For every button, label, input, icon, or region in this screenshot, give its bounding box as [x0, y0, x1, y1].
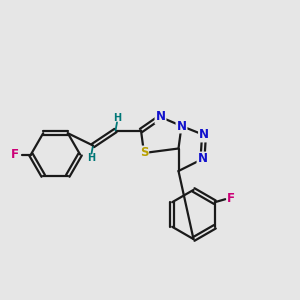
Text: N: N	[155, 110, 166, 124]
Text: S: S	[140, 146, 148, 160]
Text: N: N	[199, 128, 209, 142]
Text: H: H	[87, 153, 96, 163]
Text: F: F	[227, 192, 235, 205]
Text: H: H	[113, 113, 121, 123]
Text: N: N	[176, 119, 187, 133]
Text: F: F	[11, 148, 19, 161]
Text: N: N	[197, 152, 208, 166]
